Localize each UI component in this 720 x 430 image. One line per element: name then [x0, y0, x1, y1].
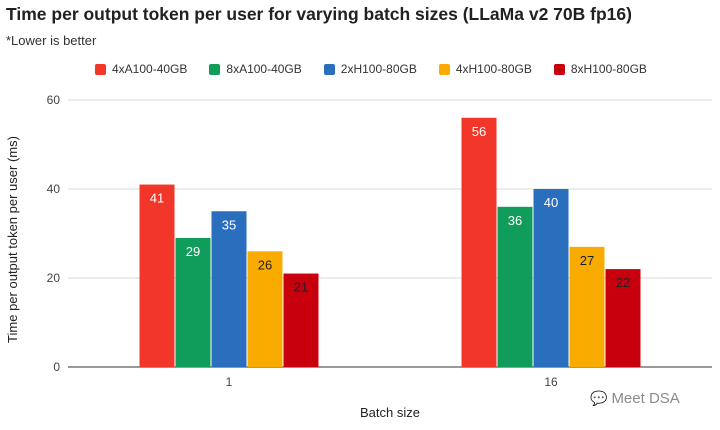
bar-value-label: 56 [472, 124, 486, 139]
bar [175, 237, 211, 367]
bar-value-label: 27 [580, 253, 594, 268]
legend-swatch [323, 63, 335, 75]
legend-swatch [553, 63, 565, 75]
bar [461, 117, 497, 367]
watermark-text: Meet DSA [611, 390, 680, 407]
bar [569, 246, 605, 367]
legend-swatch [95, 63, 106, 75]
legend-item: 2xH100-80GB [323, 62, 417, 76]
legend-label: 8xH100-80GB [570, 62, 647, 76]
bar [533, 189, 569, 367]
x-tick-label: 1 [226, 375, 233, 389]
bar-value-label: 35 [222, 217, 236, 232]
x-axis-label: Batch size [360, 405, 420, 420]
bar [247, 251, 283, 367]
watermark: 💬 Meet DSA [590, 390, 680, 407]
y-tick-label: 20 [47, 271, 61, 285]
legend-label: 8xA100-40GB [226, 62, 302, 76]
bar-value-label: 26 [258, 257, 272, 272]
bar-value-label: 36 [508, 213, 522, 228]
legend-item: 8xH100-80GB [553, 62, 647, 76]
legend-item: 4xA100-40GB [95, 62, 187, 76]
legend-swatch [438, 63, 450, 75]
legend-swatch [209, 63, 221, 75]
legend: 4xA100-40GB 8xA100-40GB 2xH100-80GB 4xH1… [95, 62, 647, 76]
chart-title: Time per output token per user for varyi… [6, 4, 632, 24]
x-tick-label: 16 [544, 375, 558, 389]
legend-label: 4xA100-40GB [112, 62, 188, 76]
wechat-icon: 💬 [590, 390, 608, 406]
bar-value-label: 22 [616, 275, 630, 290]
bar [139, 184, 175, 367]
bar-value-label: 40 [544, 195, 558, 210]
legend-item: 4xH100-80GB [438, 62, 532, 76]
bar [497, 206, 533, 367]
legend-item: 8xA100-40GB [209, 62, 302, 76]
bar [605, 269, 641, 367]
y-axis-label: Time per output token per user (ms) [5, 136, 20, 343]
bar-value-label: 29 [186, 244, 200, 259]
y-tick-label: 0 [53, 360, 60, 374]
legend-label: 2xH100-80GB [340, 62, 417, 76]
chart-subtitle: *Lower is better [6, 33, 97, 48]
bar [283, 273, 319, 367]
legend-label: 4xH100-80GB [455, 62, 532, 76]
bar-value-label: 21 [294, 280, 308, 295]
y-tick-label: 40 [47, 182, 61, 196]
bar [211, 211, 247, 367]
y-tick-label: 60 [47, 93, 61, 107]
bar-value-label: 41 [150, 191, 164, 206]
